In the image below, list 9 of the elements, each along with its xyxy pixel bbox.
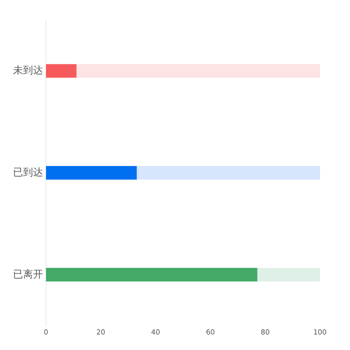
bar (46, 268, 258, 282)
bar (46, 64, 76, 78)
bar (256, 268, 320, 282)
y-tick-label: 未到达 (13, 64, 43, 77)
bar (136, 166, 320, 180)
bar (46, 166, 137, 180)
y-tick-label: 已到达 (13, 166, 43, 178)
y-tick-label: 已离开 (13, 268, 43, 280)
bar (76, 64, 320, 78)
